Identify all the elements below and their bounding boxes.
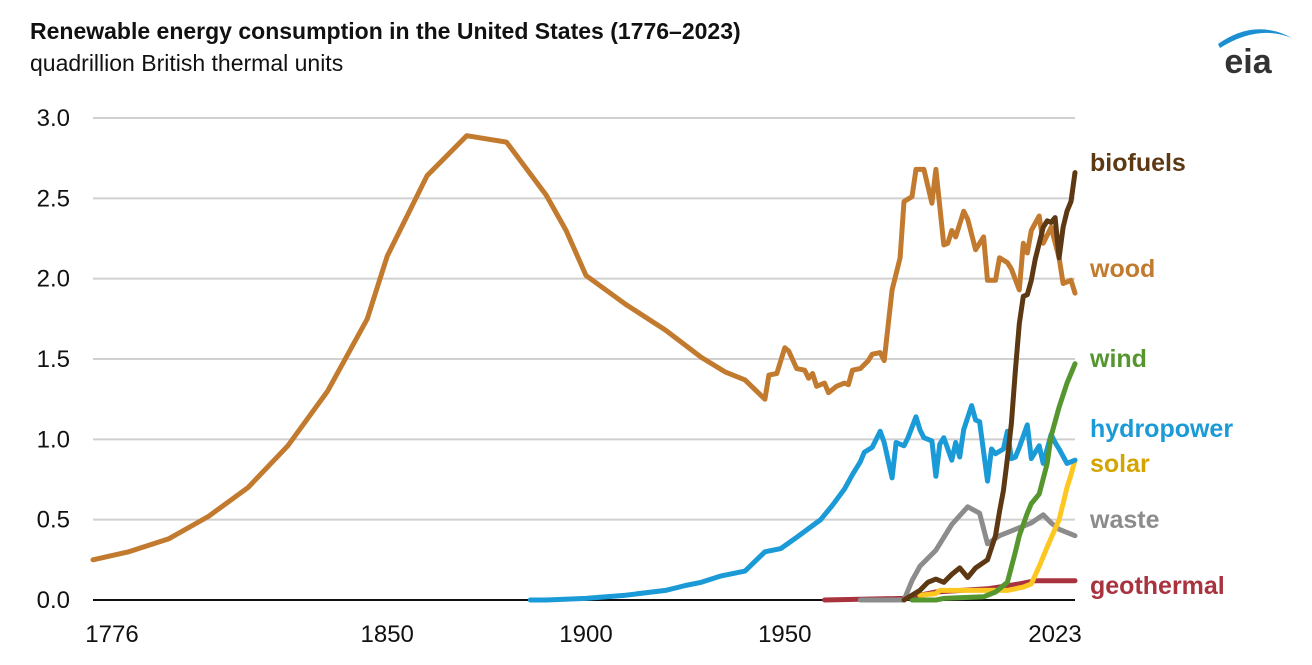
x-tick-label: 1850 <box>361 621 414 648</box>
y-tick-label: 3.0 <box>37 105 70 132</box>
y-tick-label: 2.0 <box>37 266 70 293</box>
series-label-solar: solar <box>1090 450 1150 478</box>
series-line-solar <box>917 457 1078 598</box>
series-label-wood: wood <box>1089 255 1155 283</box>
y-tick-label: 0.5 <box>37 507 70 534</box>
series-line-wood <box>90 133 1078 563</box>
y-tick-label: 2.5 <box>37 185 70 212</box>
series-label-waste: waste <box>1089 506 1160 534</box>
x-tick-label: 1900 <box>559 621 612 648</box>
x-tick-label: 2023 <box>1028 621 1081 648</box>
chart-subtitle: quadrillion British thermal units <box>30 50 344 76</box>
series-label-hydropower: hydropower <box>1090 415 1233 443</box>
series-label-wind: wind <box>1089 345 1147 373</box>
x-tick-label: 1776 <box>85 621 138 648</box>
chart-title: Renewable energy consumption in the Unit… <box>30 18 741 44</box>
series-label-biofuels: biofuels <box>1090 149 1186 177</box>
y-tick-label: 0.0 <box>37 587 70 614</box>
x-tick-label: 1950 <box>758 621 811 648</box>
y-tick-label: 1.0 <box>37 426 70 453</box>
series-line-wind <box>909 361 1078 603</box>
y-tick-label: 1.5 <box>37 346 70 373</box>
series-line-biofuels <box>901 170 1078 603</box>
series-label-geothermal: geothermal <box>1090 572 1225 600</box>
series-line-hydropower <box>527 403 1078 603</box>
series-line-waste <box>857 504 1078 603</box>
logo-swoosh-icon <box>1218 29 1292 48</box>
eia-logo: eia <box>1218 29 1292 78</box>
svg-text:eia: eia <box>1224 43 1272 78</box>
